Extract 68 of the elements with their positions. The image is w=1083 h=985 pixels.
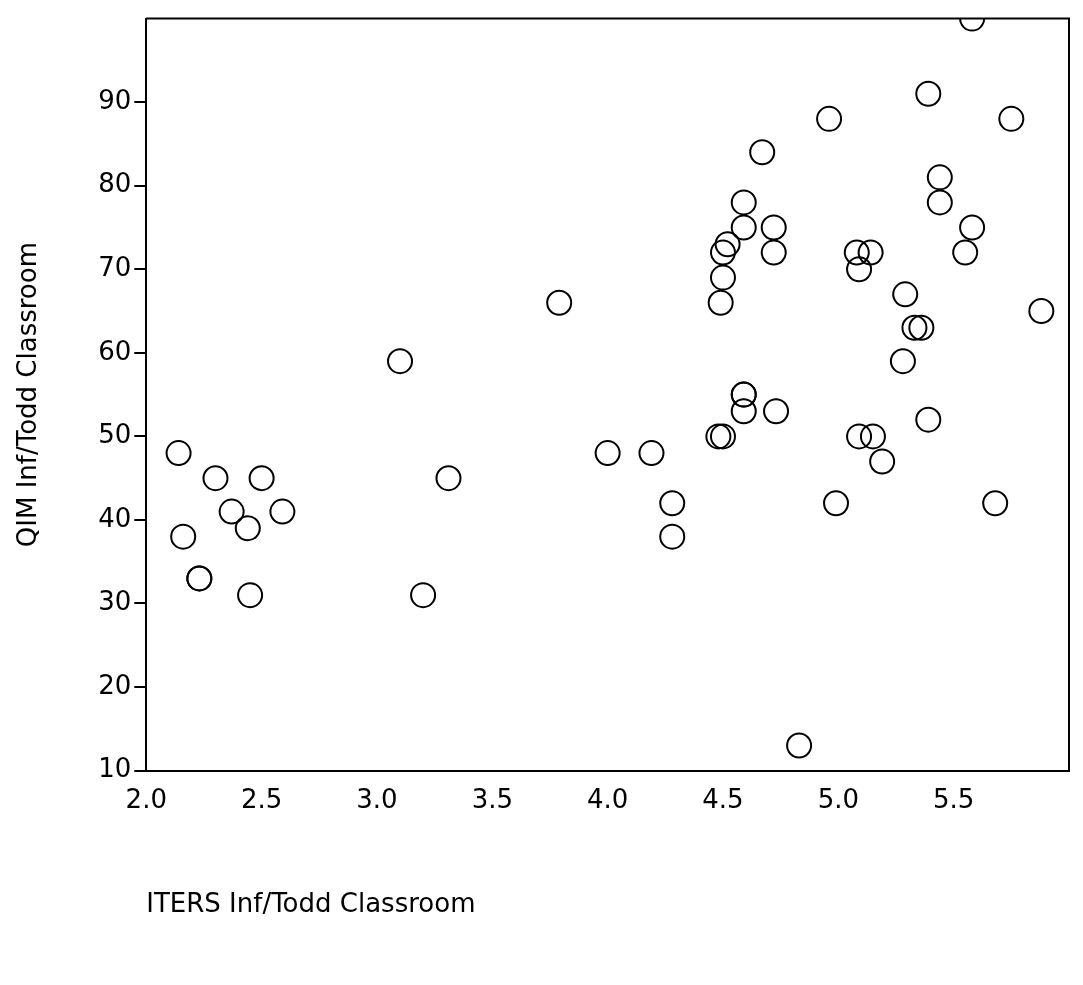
point <box>435 465 462 492</box>
x-tick-label: 3.5 <box>471 783 513 814</box>
point <box>763 398 790 425</box>
x-tick-label: 4.5 <box>702 783 744 814</box>
y-tick-label: 20 <box>98 669 132 700</box>
x-tick-label: 5.5 <box>932 783 975 814</box>
point <box>908 314 935 341</box>
point <box>959 214 986 241</box>
x-tick-label: 2.0 <box>125 783 167 814</box>
x-tick-label: 3.0 <box>356 783 398 814</box>
point <box>749 139 776 166</box>
x-tick-label: 4.0 <box>586 783 629 814</box>
y-tick-label: 80 <box>98 168 132 199</box>
point <box>998 105 1025 132</box>
point <box>952 239 979 266</box>
point <box>786 732 813 759</box>
y-tick-label: 60 <box>98 335 132 366</box>
point <box>823 490 850 517</box>
point <box>982 490 1009 517</box>
x-tick-label: 2.5 <box>240 783 283 814</box>
point <box>659 490 686 517</box>
point <box>1028 298 1055 325</box>
point <box>857 239 884 266</box>
point <box>816 105 843 132</box>
point <box>410 582 437 609</box>
point <box>915 80 942 107</box>
y-tick-label: 30 <box>98 586 132 617</box>
x-axis-title: ITERS Inf/Todd Classroom <box>146 888 476 919</box>
y-tick-label: 50 <box>98 419 132 450</box>
point <box>714 231 741 258</box>
point <box>869 448 896 475</box>
point <box>915 406 942 433</box>
point <box>730 398 757 425</box>
point <box>709 239 736 266</box>
point <box>843 239 870 266</box>
y-tick-label: 90 <box>98 84 132 115</box>
point <box>760 214 787 241</box>
point <box>846 256 873 283</box>
y-axis-title: QIM Inf/Todd Classroom <box>12 242 43 548</box>
point <box>892 281 919 308</box>
y-tick-label: 10 <box>98 753 132 784</box>
point <box>730 189 757 216</box>
point <box>234 515 261 542</box>
point <box>730 214 757 241</box>
point <box>709 264 736 291</box>
point <box>387 348 414 375</box>
point <box>901 314 928 341</box>
x-tick-label: 5.0 <box>817 783 859 814</box>
point <box>760 239 787 266</box>
point <box>638 440 665 467</box>
point <box>846 423 873 450</box>
point <box>546 289 573 316</box>
point <box>269 498 296 525</box>
point <box>237 582 264 609</box>
point <box>926 189 953 216</box>
y-tick-label: 40 <box>98 502 132 533</box>
point <box>218 498 245 525</box>
point <box>889 348 916 375</box>
point <box>248 465 275 492</box>
y-tick-label: 70 <box>98 252 132 283</box>
point <box>170 523 197 550</box>
point <box>707 289 734 316</box>
point <box>202 465 229 492</box>
point <box>594 440 621 467</box>
point <box>926 164 953 191</box>
point <box>859 423 886 450</box>
point <box>165 440 192 467</box>
point <box>659 523 686 550</box>
